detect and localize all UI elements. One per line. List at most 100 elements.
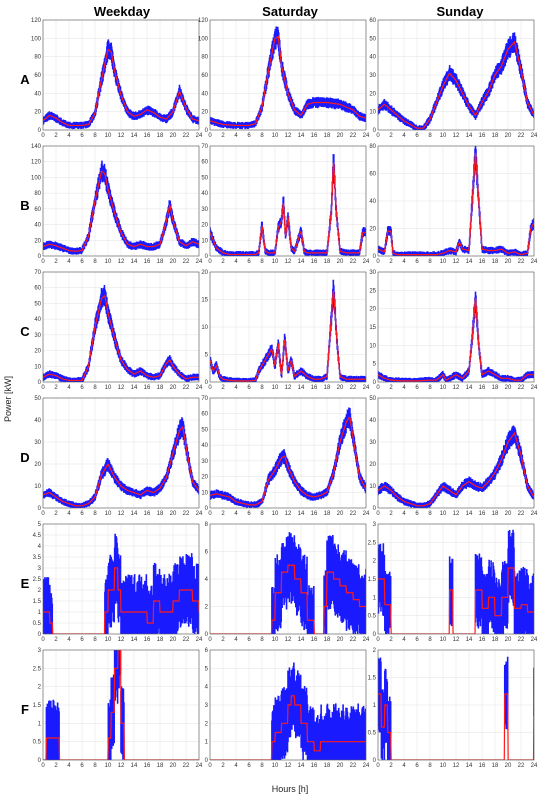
x-tick-label: 18 <box>492 637 499 643</box>
y-tick-label: 10 <box>34 364 41 370</box>
y-tick-label: 20 <box>34 110 41 116</box>
x-tick-label: 22 <box>350 511 357 517</box>
y-tick-label: 120 <box>31 160 42 166</box>
x-tick-label: 24 <box>196 133 203 139</box>
x-tick-label: 20 <box>170 763 177 769</box>
x-tick-label: 12 <box>285 637 292 643</box>
x-tick-label: 2 <box>389 637 393 643</box>
x-tick-label: 12 <box>118 385 125 391</box>
x-tick-label: 22 <box>183 511 190 517</box>
panel-frame <box>42 19 200 131</box>
x-tick-label: 24 <box>531 763 538 769</box>
x-tick-label: 0 <box>376 259 380 265</box>
x-tick-label: 20 <box>337 259 344 265</box>
x-tick-label: 14 <box>131 511 138 517</box>
x-tick-label: 10 <box>272 133 279 139</box>
x-tick-label: 24 <box>531 259 538 265</box>
series-mean <box>210 564 366 634</box>
x-tick-label: 12 <box>285 763 292 769</box>
x-tick-label: 22 <box>350 763 357 769</box>
x-tick-label: 14 <box>131 133 138 139</box>
x-tick-label: 24 <box>363 133 370 139</box>
panel-frame <box>42 523 200 635</box>
y-tick-label: 20 <box>201 223 208 229</box>
x-tick-label: 20 <box>337 385 344 391</box>
panel-frame <box>42 145 200 257</box>
y-tick-label: 10 <box>369 110 376 116</box>
x-tick-label: 22 <box>350 133 357 139</box>
x-tick-label: 0 <box>208 637 212 643</box>
x-tick-label: 16 <box>311 763 318 769</box>
series-mean <box>210 290 366 382</box>
row-label-c: C <box>20 324 30 339</box>
y-tick-label: 0 <box>205 506 209 512</box>
panel-frame <box>377 145 535 257</box>
x-tick-label: 10 <box>440 763 447 769</box>
y-tick-label: 30 <box>201 207 208 213</box>
x-tick-label: 4 <box>67 133 71 139</box>
x-tick-label: 22 <box>183 133 190 139</box>
series-mean <box>210 695 366 760</box>
x-tick-label: 24 <box>196 763 203 769</box>
series-mean <box>43 650 199 760</box>
x-tick-label: 24 <box>196 511 203 517</box>
x-tick-label: 12 <box>285 133 292 139</box>
y-tick-label: 40 <box>201 443 208 449</box>
x-tick-label: 14 <box>298 385 305 391</box>
x-tick-label: 20 <box>170 133 177 139</box>
x-tick-label: 14 <box>298 259 305 265</box>
x-tick-label: 22 <box>350 637 357 643</box>
y-tick-label: 0 <box>373 128 377 134</box>
x-tick-label: 12 <box>453 763 460 769</box>
y-tick-label: 0 <box>38 380 42 386</box>
y-tick-label: 0 <box>205 758 209 764</box>
y-tick-label: 70 <box>34 270 41 276</box>
x-tick-label: 8 <box>93 259 97 265</box>
x-tick-label: 10 <box>440 385 447 391</box>
x-tick-label: 10 <box>105 511 112 517</box>
x-tick-label: 18 <box>492 259 499 265</box>
x-tick-label: 10 <box>272 763 279 769</box>
x-tick-label: 18 <box>492 511 499 517</box>
x-tick-label: 18 <box>324 259 331 265</box>
x-tick-label: 24 <box>363 637 370 643</box>
y-tick-label: 3 <box>38 566 42 572</box>
x-tick-label: 4 <box>402 133 406 139</box>
y-tick-label: 4 <box>38 544 42 550</box>
x-tick-label: 18 <box>157 763 164 769</box>
x-tick-label: 0 <box>41 511 45 517</box>
x-tick-label: 12 <box>453 259 460 265</box>
series-mean <box>210 35 366 127</box>
y-tick-label: 2.5 <box>33 666 42 672</box>
x-tick-label: 10 <box>105 259 112 265</box>
x-tick-label: 6 <box>247 385 251 391</box>
x-tick-label: 12 <box>285 259 292 265</box>
x-tick-label: 16 <box>479 133 486 139</box>
x-tick-label: 12 <box>453 133 460 139</box>
x-tick-label: 4 <box>234 385 238 391</box>
x-tick-label: 8 <box>260 637 264 643</box>
x-tick-label: 20 <box>505 385 512 391</box>
x-tick-label: 0 <box>208 259 212 265</box>
x-tick-label: 12 <box>118 637 125 643</box>
x-tick-label: 10 <box>272 511 279 517</box>
x-tick-label: 18 <box>157 637 164 643</box>
series-mean <box>210 162 366 256</box>
series-band <box>45 650 125 760</box>
y-tick-label: 0 <box>205 380 209 386</box>
y-tick-label: 20 <box>201 270 208 276</box>
x-tick-label: 16 <box>479 637 486 643</box>
x-tick-label: 10 <box>440 637 447 643</box>
y-tick-label: 60 <box>369 18 376 24</box>
y-tick-label: 70 <box>201 144 208 150</box>
series-mean <box>43 567 199 634</box>
y-tick-label: 10 <box>201 238 208 244</box>
y-tick-label: 8 <box>205 522 209 528</box>
x-tick-label: 22 <box>518 763 525 769</box>
series-mean <box>43 426 199 507</box>
x-tick-label: 22 <box>350 385 357 391</box>
x-tick-label: 0 <box>41 133 45 139</box>
